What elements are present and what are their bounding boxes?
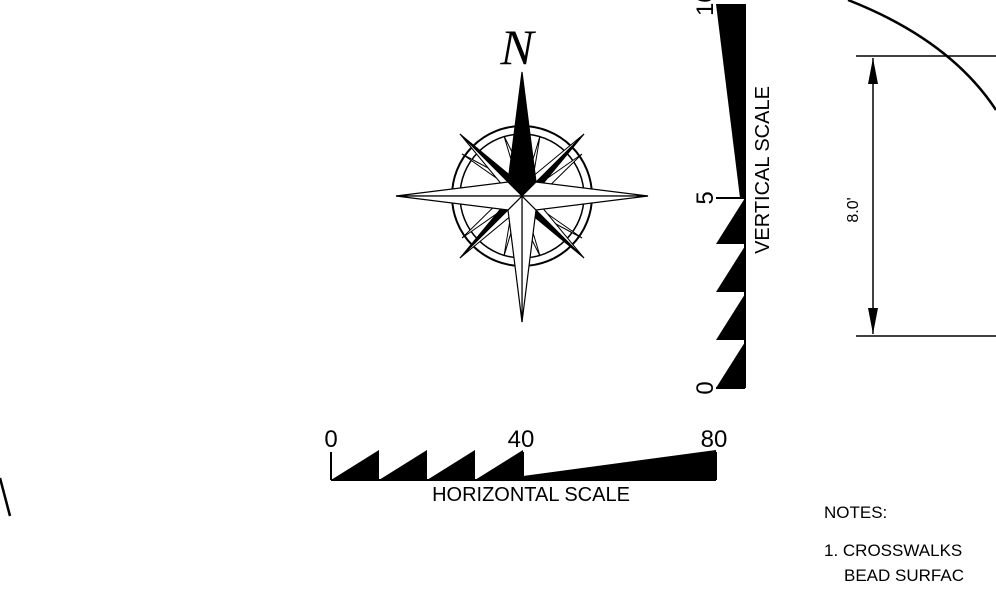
vertical-scale-title: VERTICAL SCALE — [752, 86, 774, 254]
horizontal-scale-tooth-4 — [475, 450, 523, 480]
horizontal-scale-tooth-2 — [379, 450, 427, 480]
dimension-arrow-bottom — [868, 308, 878, 334]
notes-heading: NOTES: — [824, 503, 887, 522]
horizontal-scale-tooth-1 — [331, 450, 379, 480]
vertical-scale-tooth-2 — [716, 246, 745, 292]
notes-item-1-line-2: BEAD SURFAC — [844, 566, 964, 585]
dimension-arrow-top — [868, 58, 878, 84]
horizontal-scale-tooth-3 — [427, 450, 475, 480]
vertical-scale-tooth-3 — [716, 294, 745, 340]
vertical-scale-wedge-upper — [716, 4, 745, 198]
compass-diagonal-points — [459, 133, 585, 259]
arc-linework — [847, 0, 996, 111]
compass-cardinal-points — [395, 71, 649, 323]
dimension-detail: 8.0' — [845, 0, 996, 337]
horizontal-scale-wedge — [523, 450, 716, 480]
north-arrow: N — [395, 19, 649, 323]
horizontal-scale-tick-label-40: 40 — [508, 426, 535, 453]
partial-linework-left — [0, 477, 12, 517]
notes-item-1-line-1: 1. CROSSWALKS — [824, 541, 962, 560]
dimension-label: 8.0' — [845, 197, 862, 222]
vertical-scale-tick-label-5: 5 — [692, 191, 719, 204]
vertical-scale-tooth-4 — [716, 342, 745, 388]
horizontal-scale: 0 40 80 HORIZONTAL SCALE — [324, 426, 727, 506]
north-label: N — [499, 19, 536, 75]
horizontal-scale-title: HORIZONTAL SCALE — [432, 484, 630, 506]
horizontal-scale-tick-label-80: 80 — [701, 426, 728, 453]
horizontal-scale-tick-label-0: 0 — [324, 426, 337, 453]
vertical-scale: 0 5 10 VERTICAL SCALE — [692, 0, 774, 395]
notes: NOTES: 1. CROSSWALKS BEAD SURFAC — [824, 503, 964, 585]
vertical-scale-tooth-1 — [716, 198, 745, 244]
vertical-scale-tick-label-10: 10 — [692, 0, 719, 16]
vertical-scale-tick-label-0: 0 — [692, 381, 719, 394]
